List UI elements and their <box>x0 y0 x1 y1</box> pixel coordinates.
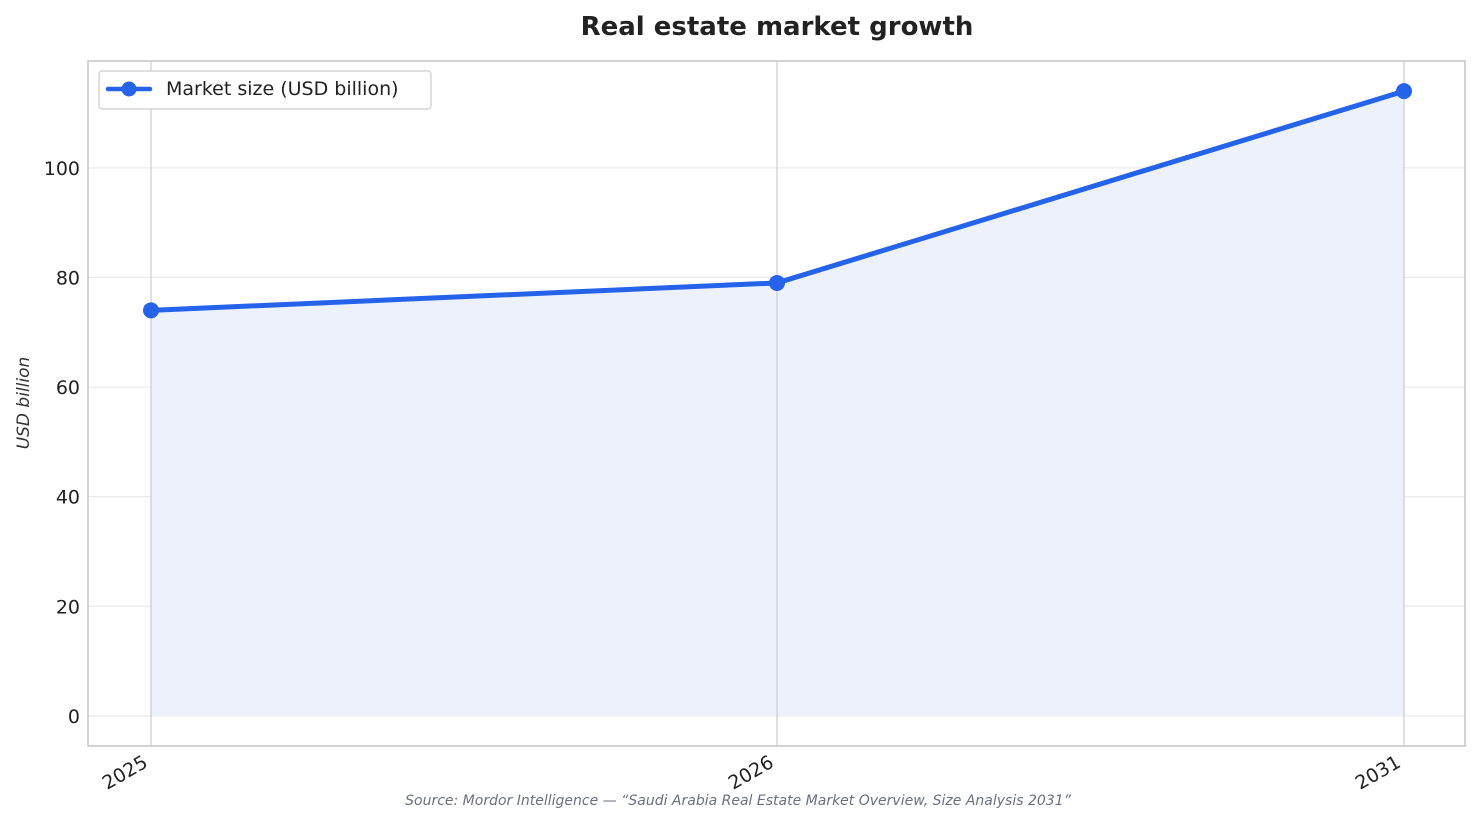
chart-title: Real estate market growth <box>581 12 974 42</box>
legend-marker <box>121 81 137 97</box>
y-tick-label: 60 <box>56 377 80 399</box>
y-tick-label: 80 <box>56 267 80 289</box>
legend-box <box>98 70 432 110</box>
data-points <box>143 83 1412 319</box>
y-tick-label: 0 <box>68 706 80 728</box>
x-tick-label: 2026 <box>725 751 778 794</box>
legend: Market size (USD billion) <box>98 70 432 110</box>
x-tick-label: 2025 <box>99 751 152 794</box>
y-tick-label: 100 <box>44 158 80 180</box>
legend-label: Market size (USD billion) <box>166 78 399 100</box>
x-axis-ticks: 2025 2026 2031 <box>99 751 1405 794</box>
y-tick-label: 20 <box>56 596 80 618</box>
plot-frame <box>87 60 1466 747</box>
source-note: Source: Mordor Intelligence — “Saudi Ara… <box>405 793 1071 809</box>
data-point <box>769 274 785 291</box>
category-gridlines <box>150 61 1405 746</box>
x-tick-label: 2031 <box>1352 751 1405 794</box>
y-axis-label: USD billion <box>14 357 34 450</box>
y-tick-label: 40 <box>56 487 80 509</box>
data-point <box>143 302 159 319</box>
data-point <box>1396 83 1412 100</box>
y-axis-ticks: 0 20 40 60 80 100 <box>44 158 80 728</box>
